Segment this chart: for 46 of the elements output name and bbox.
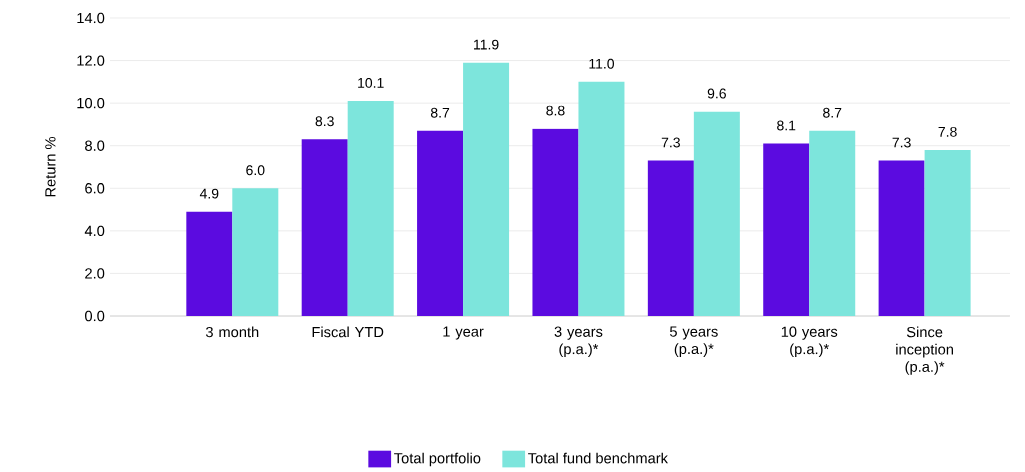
bar	[417, 130, 464, 316]
bar	[463, 62, 510, 316]
data-label: 11.0	[589, 58, 615, 69]
bar	[532, 128, 579, 316]
data-label: 8.7	[430, 107, 450, 118]
data-label: 8.7	[823, 107, 842, 118]
bar	[924, 149, 971, 316]
data-label: 10.1	[358, 77, 384, 88]
x-tick-label: 10 years (p.a.)*	[781, 326, 838, 358]
data-label: 6.0	[246, 165, 265, 176]
bar	[186, 211, 233, 316]
data-label: 7.8	[938, 126, 957, 137]
y-axis-title: Return %	[45, 136, 56, 197]
y-tick-label: 2.0	[85, 268, 105, 279]
bar	[693, 111, 740, 316]
y-tick-label: 8.0	[85, 140, 105, 151]
data-label: 11.9	[474, 39, 499, 50]
x-tick-label: Fiscal YTD	[312, 326, 384, 338]
bar	[647, 160, 694, 316]
bar	[809, 130, 856, 316]
x-tick-label: Since inception (p.a.)*	[896, 326, 953, 375]
x-tick-label: 5 years (p.a.)*	[669, 326, 718, 357]
y-tick-label: 4.0	[84, 225, 105, 237]
data-label: 7.3	[892, 137, 911, 148]
data-label: 9.6	[707, 88, 726, 99]
bar	[578, 81, 625, 316]
y-tick-label: 12.0	[77, 55, 105, 66]
data-label: 8.1	[777, 120, 796, 131]
data-label: 4.9	[199, 188, 219, 199]
bar	[347, 101, 394, 316]
bar	[232, 188, 279, 316]
bar	[301, 139, 348, 316]
y-tick-label: 6.0	[85, 183, 105, 194]
y-tick-label: 10.0	[77, 97, 105, 109]
y-tick-label: 0.0	[85, 310, 105, 322]
x-tick-label: 3 years (p.a.)*	[554, 326, 603, 358]
legend-label: Total fund benchmark	[528, 452, 668, 464]
bar	[878, 160, 925, 316]
bar	[763, 143, 810, 316]
x-tick-label: 3 month	[205, 326, 259, 338]
legend-label: Total portfolio	[394, 452, 481, 467]
data-label: 8.8	[546, 105, 565, 116]
data-label: 8.3	[315, 116, 334, 127]
x-tick-label: 1 year	[443, 326, 484, 340]
y-tick-label: 14.0	[77, 12, 105, 24]
data-label: 7.3	[661, 137, 680, 148]
